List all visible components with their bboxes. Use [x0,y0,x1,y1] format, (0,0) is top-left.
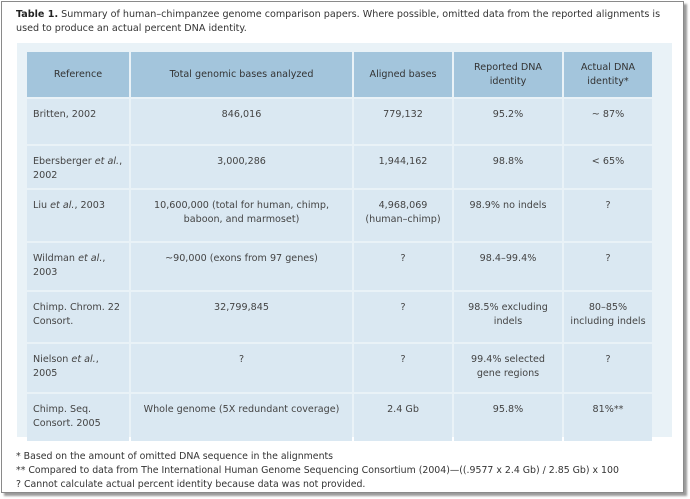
reference-author: Chimp. Chrom. 22 Consort. [33,302,121,327]
cell-total-bases: ? [131,344,352,392]
cell-reference: Wildman et al., 2003 [27,243,129,290]
reference-author: Nielson [33,354,72,365]
reference-author: Britten, 2002 [33,109,97,120]
footnote-ihgsc: ** Compared to data from The Internation… [16,465,619,476]
cell-actual-identity: < 65% [564,146,652,188]
reference-et-al: et al. [94,156,120,167]
reference-year: , 2002 [33,156,123,181]
table-row: Nielson et al., 2005?? 99.4% selected gen… [27,344,652,392]
reference-year: , 2003 [33,253,106,278]
header-actual-identity: Actual DNA identity* [564,52,652,97]
header-total-bases: Total genomic bases analyzed [131,52,352,97]
cell-reference: Nielson et al., 2005 [27,344,129,392]
reference-et-al: et al. [78,253,103,264]
reference-year: , 2005 [33,354,99,379]
footnote-omitted: * Based on the amount of omitted DNA seq… [16,451,334,462]
cell-reference: Chimp. Seq. Consort. 2005 [27,394,129,441]
cell-reported-identity: 98.8% [454,146,562,188]
footnote-unknown: ? Cannot calculate actual percent identi… [16,479,366,490]
table-row: Ebersberger et al., 2002 3,000,286 1,944,1… [27,146,652,188]
cell-reported-identity: 95.2% [454,99,562,144]
table-footnotes: * Based on the amount of omitted DNA seq… [16,450,676,492]
genome-comparison-table: Reference Total genomic bases analyzed A… [25,50,654,443]
cell-reported-identity: 98.4–99.4% [454,243,562,290]
cell-reported-identity: 98.5% excluding indels [454,292,562,342]
caption-label: Table 1. [16,9,59,20]
cell-total-bases: 3,000,286 [131,146,352,188]
cell-aligned-bases: 4,968,069 (human–chimp) [354,190,452,241]
header-reference: Reference [27,52,129,97]
cell-aligned-bases: ? [354,344,452,392]
cell-reference: Chimp. Chrom. 22 Consort. [27,292,129,342]
reference-et-al: et al. [71,354,96,365]
cell-total-bases: 10,600,000 (total for human, chimp, babo… [131,190,352,241]
cell-reference: Britten, 2002 [27,99,129,144]
cell-reference: Ebersberger et al., 2002 [27,146,129,188]
header-row: Reference Total genomic bases analyzed A… [27,52,652,97]
reference-author: Ebersberger [33,156,95,167]
figure-frame: Table 1. Summary of human–chimpanzee gen… [1,1,684,493]
cell-actual-identity: 81%** [564,394,652,441]
cell-aligned-bases: ? [354,292,452,342]
table-container: Reference Total genomic bases analyzed A… [17,43,672,441]
cell-actual-identity: 80–85% including indels [564,292,652,342]
cell-reported-identity: 95.8% [454,394,562,441]
reference-author: Liu [33,200,51,211]
cell-aligned-bases: 779,132 [354,99,452,144]
cell-aligned-bases: 2.4 Gb [354,394,452,441]
cell-total-bases: Whole genome (5X redundant coverage) [131,394,352,441]
reference-author: Wildman [33,253,79,264]
cell-actual-identity: ~ 87% [564,99,652,144]
table-row: Britten, 2002 846,016 779,132 95.2% ~ 87% [27,99,652,144]
cell-actual-identity: ? [564,243,652,290]
reference-year: , 2003 [74,200,105,211]
table-row: Chimp. Seq. Consort. 2005 Whole genome (5… [27,394,652,441]
reference-et-al: et al. [50,200,75,211]
header-aligned-bases: Aligned bases [354,52,452,97]
header-reported-identity: Reported DNA identity [454,52,562,97]
table-row: Wildman et al., 2003 ~90,000 (exons from … [27,243,652,290]
cell-reference: Liu et al., 2003 [27,190,129,241]
cell-aligned-bases: 1,944,162 [354,146,452,188]
table-row: Liu et al., 2003 10,600,000 (total for hu… [27,190,652,241]
cell-total-bases: ~90,000 (exons from 97 genes) [131,243,352,290]
cell-aligned-bases: ? [354,243,452,290]
cell-reported-identity: 99.4% selected gene regions [454,344,562,392]
cell-reported-identity: 98.9% no indels [454,190,562,241]
cell-actual-identity: ? [564,190,652,241]
cell-actual-identity: ? [564,344,652,392]
caption-text: Summary of human–chimpanzee genome compa… [16,9,661,34]
cell-total-bases: 32,799,845 [131,292,352,342]
cell-total-bases: 846,016 [131,99,352,144]
table-row: Chimp. Chrom. 22 Consort. 32,799,845? 98.5… [27,292,652,342]
table-caption: Table 1. Summary of human–chimpanzee gen… [16,8,676,36]
reference-author: Chimp. Seq. Consort. 2005 [33,404,101,429]
